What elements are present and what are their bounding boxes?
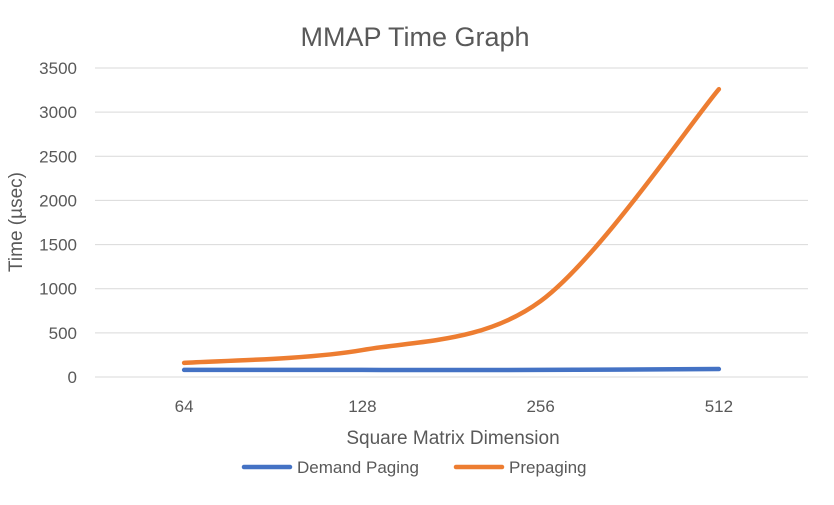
y-axis-tick-labels: 0 500 1000 1500 2000 2500 3000 3500 — [39, 59, 77, 387]
y-tick-label: 2000 — [39, 191, 77, 210]
x-tick-label: 64 — [175, 397, 194, 416]
y-tick-label: 3500 — [39, 59, 77, 78]
y-tick-label: 3000 — [39, 103, 77, 122]
x-axis-title: Square Matrix Dimension — [346, 428, 559, 449]
y-tick-label: 0 — [68, 368, 77, 387]
gridlines — [95, 67, 808, 378]
chart-title: MMAP Time Graph — [300, 22, 529, 52]
x-axis-tick-labels: 64 128 256 512 — [175, 397, 733, 416]
series-lines — [181, 86, 722, 373]
legend-label-prepaging: Prepaging — [509, 458, 587, 477]
y-tick-label: 1000 — [39, 280, 77, 299]
legend: Demand Paging Prepaging — [241, 458, 587, 477]
x-tick-label: 128 — [348, 397, 376, 416]
series-line-prepaging — [181, 86, 722, 366]
y-tick-label: 2500 — [39, 147, 77, 166]
y-tick-label: 1500 — [39, 236, 77, 255]
x-tick-label: 512 — [705, 397, 733, 416]
x-tick-label: 256 — [526, 397, 554, 416]
series-line-demand-paging — [181, 366, 722, 373]
legend-label-demand-paging: Demand Paging — [297, 458, 419, 477]
y-axis-title: Time (µsec) — [6, 172, 27, 272]
y-tick-label: 500 — [49, 324, 77, 343]
